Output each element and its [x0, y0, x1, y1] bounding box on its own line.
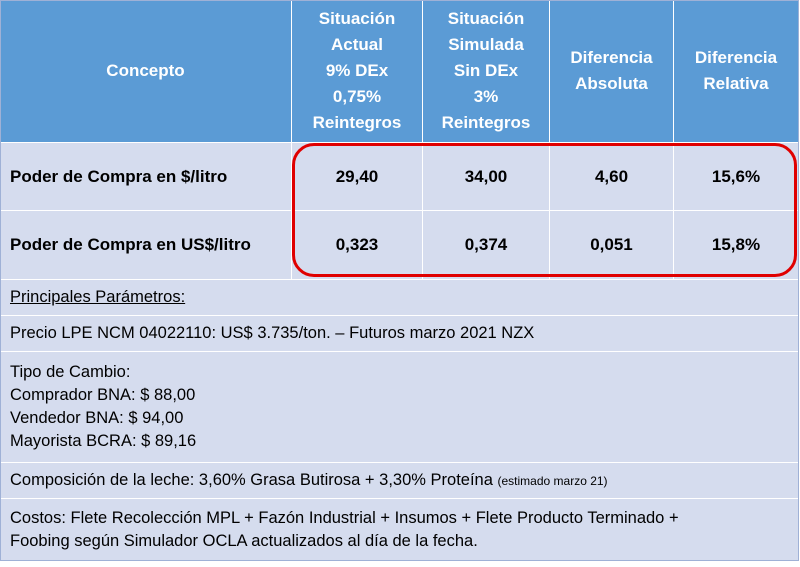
header-line: Situación — [447, 9, 525, 28]
header-situacion-actual: Situación Actual 9% DEx 0,75% Reintegros — [292, 0, 423, 143]
params-title: Principales Parámetros: — [10, 288, 186, 306]
header-line: Simulada — [448, 35, 524, 54]
params-title-row: Principales Parámetros: — [0, 280, 799, 316]
header-line: Reintegros — [312, 113, 402, 132]
tipo-cambio-comprador: Comprador BNA: $ 88,00 — [10, 386, 196, 404]
header-line: 3% — [473, 87, 499, 106]
costos-line-2: Foobing según Simulador OCLA actualizado… — [10, 531, 478, 550]
header-diferencia-relativa: Diferencia Relativa — [674, 0, 799, 143]
header-line: 0,75% — [332, 87, 382, 106]
row-value-simulada: 34,00 — [423, 143, 550, 211]
header-line: Relativa — [703, 74, 769, 93]
header-diferencia-absoluta: Diferencia Absoluta — [550, 0, 674, 143]
header-line: Reintegros — [441, 113, 531, 132]
header-situacion-simulada: Situación Simulada Sin DEx 3% Reintegros — [423, 0, 550, 143]
row-value-relativa: 15,6% — [674, 143, 799, 211]
header-line: Absoluta — [575, 74, 648, 93]
tipo-cambio-mayorista: Mayorista BCRA: $ 89,16 — [10, 432, 197, 450]
params-composicion-row: Composición de la leche: 3,60% Grasa But… — [0, 463, 799, 499]
params-tipo-cambio-row: Tipo de Cambio: Comprador BNA: $ 88,00 V… — [0, 352, 799, 463]
header-line: Diferencia — [570, 48, 653, 67]
header-line: Actual — [331, 35, 383, 54]
tipo-cambio-vendedor: Vendedor BNA: $ 94,00 — [10, 409, 184, 427]
header-line: Situación — [318, 9, 396, 28]
row-label: Poder de Compra en US$/litro — [0, 211, 292, 280]
tipo-cambio-title: Tipo de Cambio: — [10, 363, 131, 381]
row-label: Poder de Compra en $/litro — [0, 143, 292, 211]
header-line: Sin DEx — [453, 61, 519, 80]
params-composicion-line: Composición de la leche: 3,60% Grasa But… — [10, 469, 798, 493]
row-value-relativa: 15,8% — [674, 211, 799, 280]
row-value-actual: 0,323 — [292, 211, 423, 280]
row-value-absoluta: 0,051 — [550, 211, 674, 280]
header-line: Diferencia — [694, 48, 778, 67]
params-costos-row: Costos: Flete Recolección MPL + Fazón In… — [0, 499, 799, 561]
params-precio: Precio LPE NCM 04022110: US$ 3.735/ton. … — [10, 324, 535, 342]
header-concepto: Concepto — [0, 0, 292, 143]
row-value-simulada: 0,374 — [423, 211, 550, 280]
params-composicion-note: (estimado marzo 21) — [497, 473, 608, 488]
params-composicion: Composición de la leche: 3,60% Grasa But… — [10, 470, 493, 489]
row-value-actual: 29,40 — [292, 143, 423, 211]
header-concepto-label: Concepto — [106, 61, 185, 80]
params-precio-row: Precio LPE NCM 04022110: US$ 3.735/ton. … — [0, 316, 799, 352]
row-value-absoluta: 4,60 — [550, 143, 674, 211]
header-line: 9% DEx — [325, 61, 389, 80]
costos-line-1: Costos: Flete Recolección MPL + Fazón In… — [10, 508, 679, 527]
